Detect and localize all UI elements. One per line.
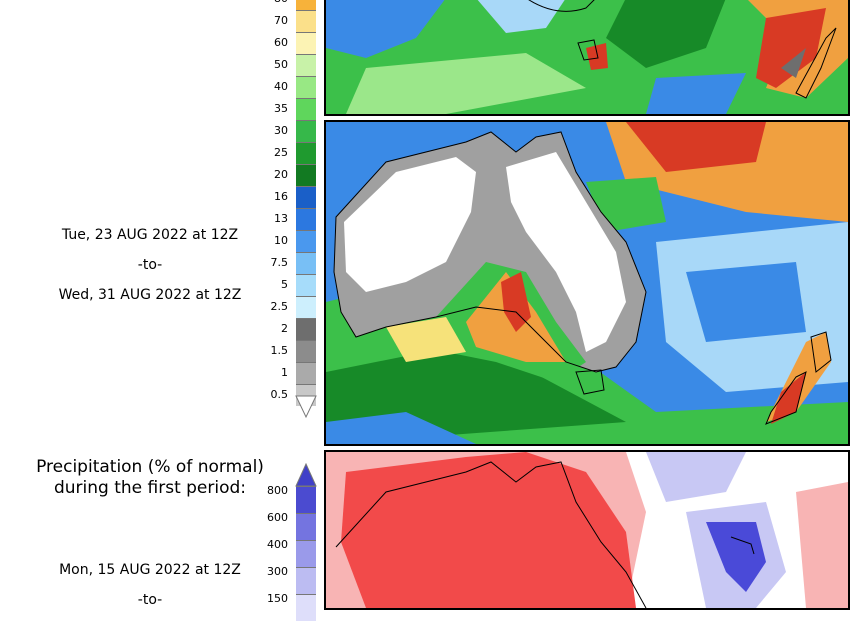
colorbar-segment bbox=[296, 340, 316, 362]
colorbar-segment bbox=[296, 318, 316, 340]
colorbar-tick-label: 25 bbox=[274, 146, 288, 159]
period-separator-text: -to- bbox=[137, 257, 163, 273]
colorbar-tick-label: 40 bbox=[274, 80, 288, 93]
colorbar-tick-label: 10 bbox=[274, 234, 288, 247]
colorbar-tick-label: 16 bbox=[274, 190, 288, 203]
colorbar-segment bbox=[296, 567, 316, 594]
colorbar-segment bbox=[296, 252, 316, 274]
colorbar-segment bbox=[296, 362, 316, 384]
colorbar-segment bbox=[296, 120, 316, 142]
colorbar-segment bbox=[296, 10, 316, 32]
colorbar-tick-label: 13 bbox=[274, 212, 288, 225]
colorbar-upper-arrow bbox=[295, 463, 317, 487]
colorbar-segment bbox=[296, 208, 316, 230]
colorbar-tick-label: 600 bbox=[267, 511, 288, 525]
colorbar-tick-label: 5 bbox=[281, 278, 288, 291]
colorbar-tick-label: 300 bbox=[267, 565, 288, 579]
colorbar-tick-label: 2 bbox=[281, 322, 288, 335]
colorbar-tick-label: 70 bbox=[274, 14, 288, 27]
top-colorbar bbox=[296, 0, 316, 406]
colorbar-tick-label: 0.5 bbox=[270, 388, 289, 401]
colorbar-segment bbox=[296, 486, 316, 513]
colorbar-segment bbox=[296, 274, 316, 296]
colorbar-segment bbox=[296, 0, 316, 10]
colorbar-tick-label: 1 bbox=[281, 366, 288, 379]
colorbar-tick-label: 60 bbox=[274, 36, 288, 49]
colorbar-lower-arrow bbox=[295, 395, 317, 419]
colorbar-segment bbox=[296, 142, 316, 164]
colorbar-tick-label: 7.5 bbox=[270, 256, 289, 269]
colorbar-tick-label: 800 bbox=[267, 484, 288, 498]
first-period-separator-text: -to- bbox=[137, 592, 163, 608]
top-partial-map bbox=[324, 0, 850, 116]
anomaly-title-line2: during the first period: bbox=[53, 478, 247, 498]
precipitation-anomaly-map bbox=[324, 450, 850, 610]
precipitation-forecast-map bbox=[324, 120, 850, 446]
colorbar-segment bbox=[296, 164, 316, 186]
colorbar-segment bbox=[296, 540, 316, 567]
colorbar-tick-label: 2.5 bbox=[270, 300, 289, 313]
colorbar-tick-label: 1.5 bbox=[270, 344, 289, 357]
colorbar-segment bbox=[296, 32, 316, 54]
first-period-start-text: Mon, 15 AUG 2022 at 12Z bbox=[59, 562, 241, 578]
colorbar-segment bbox=[296, 98, 316, 120]
period-end-text: Wed, 31 AUG 2022 at 12Z bbox=[58, 287, 242, 303]
colorbar-tick-label: 50 bbox=[274, 58, 288, 71]
colorbar-segment bbox=[296, 230, 316, 252]
colorbar-segment bbox=[296, 513, 316, 540]
colorbar-segment bbox=[296, 76, 316, 98]
colorbar-tick-label: 400 bbox=[267, 538, 288, 552]
anomaly-title-line1: Precipitation (% of normal) bbox=[36, 457, 264, 477]
colorbar-tick-label: 35 bbox=[274, 102, 288, 115]
colorbar-tick-label: 30 bbox=[274, 124, 288, 137]
period-start-text: Tue, 23 AUG 2022 at 12Z bbox=[61, 227, 239, 243]
colorbar-tick-label: 80 bbox=[248, 0, 288, 5]
colorbar-segment bbox=[296, 186, 316, 208]
colorbar-segment bbox=[296, 296, 316, 318]
colorbar-segment bbox=[296, 54, 316, 76]
colorbar-tick-label: 20 bbox=[274, 168, 288, 181]
